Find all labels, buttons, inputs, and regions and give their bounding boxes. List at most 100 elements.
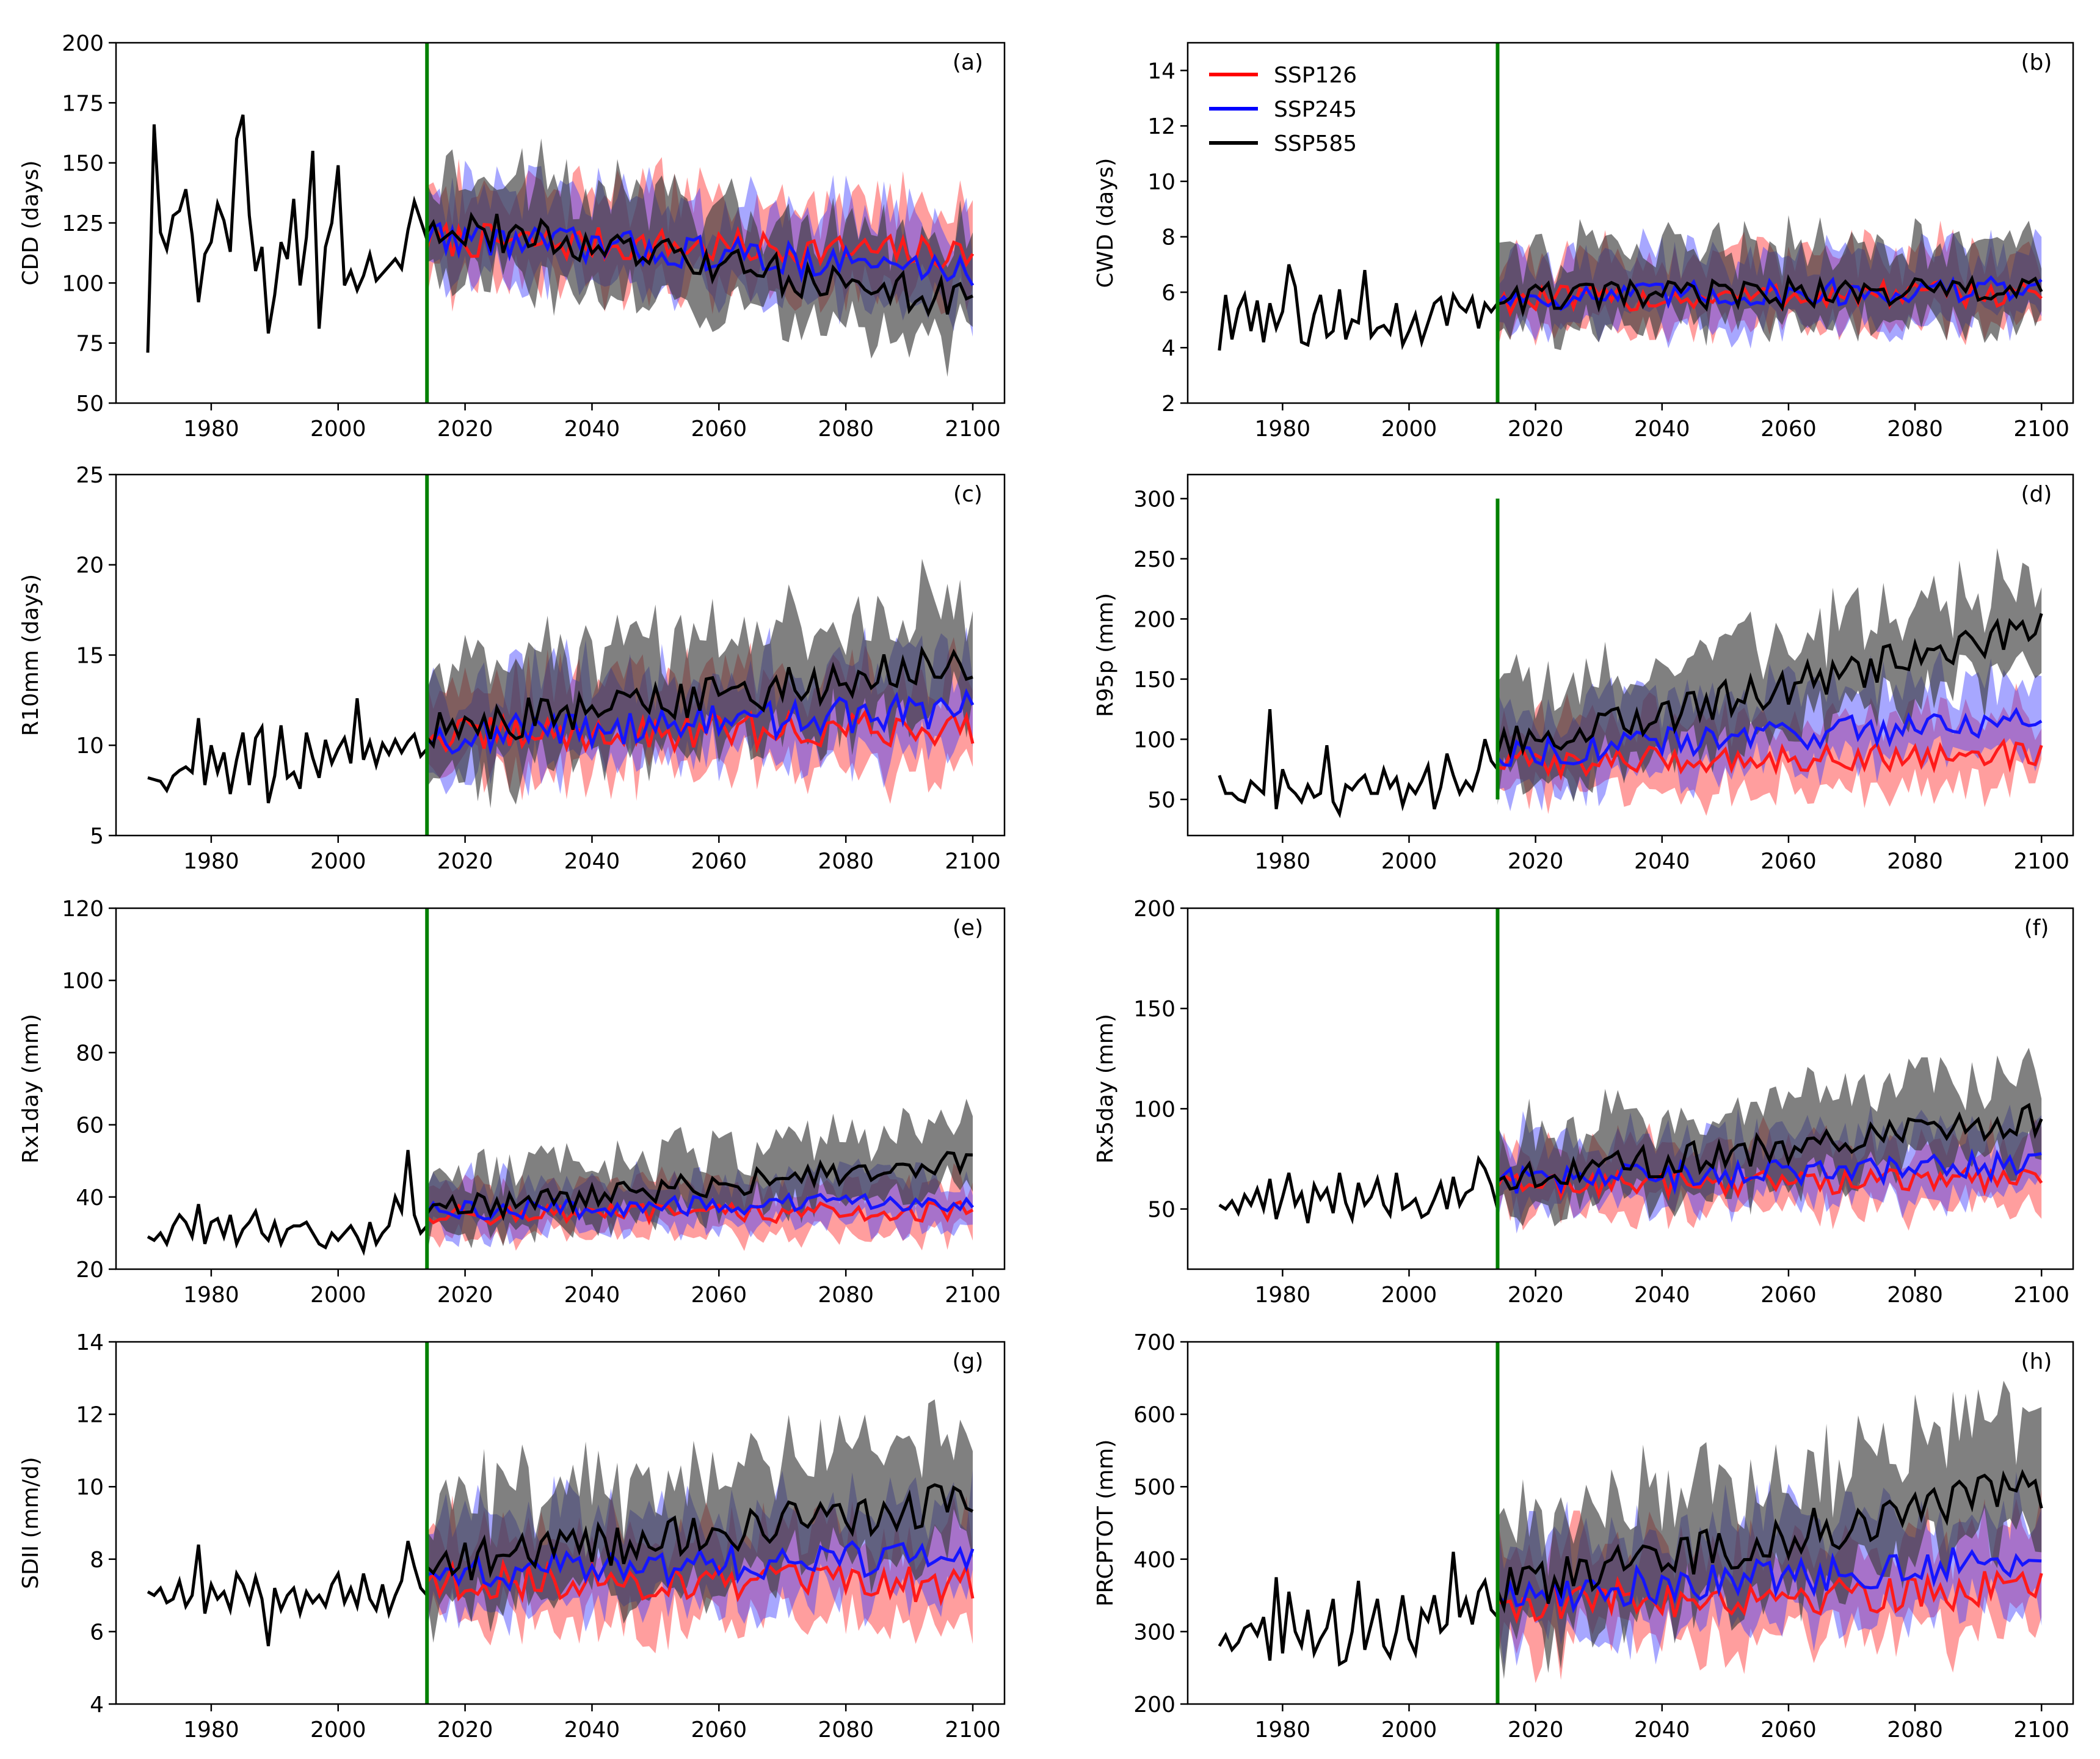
y-tick-label: 200 bbox=[62, 31, 104, 56]
y-tick-label: 150 bbox=[1133, 997, 1175, 1022]
plot-area bbox=[1218, 1380, 2043, 1683]
plot-area bbox=[1218, 548, 2043, 818]
band-ssp585 bbox=[427, 558, 973, 809]
y-tick-label: 200 bbox=[1133, 1692, 1175, 1717]
y-tick-label: 120 bbox=[62, 897, 104, 922]
panel-h: 200 300 400 500 600 700 1980 2000 2020 2040 2060 20… bbox=[1093, 1330, 2074, 1743]
x-tick-label: 1980 bbox=[1255, 1717, 1311, 1743]
y-tick-label: 80 bbox=[76, 1041, 104, 1066]
line-ssp126 bbox=[426, 708, 975, 754]
y-tick-label: 50 bbox=[1147, 788, 1175, 813]
y-tick-label: 6 bbox=[1161, 280, 1175, 305]
x-tick-label: 2000 bbox=[310, 417, 366, 442]
x-tick-label: 2000 bbox=[310, 1283, 366, 1308]
x-tick-label: 2060 bbox=[691, 417, 747, 442]
x-tick-label: 2100 bbox=[2013, 849, 2069, 874]
x-tick-label: 2100 bbox=[945, 849, 1001, 874]
x-tick-label: 2100 bbox=[2013, 417, 2069, 442]
y-axis-label: CWD (days) bbox=[1093, 158, 1118, 288]
y-tick-label: 400 bbox=[1133, 1548, 1175, 1573]
y-tick-label: 14 bbox=[1147, 59, 1175, 84]
y-axis-label: Rx5day (mm) bbox=[1093, 1014, 1118, 1164]
x-tick-label: 2000 bbox=[1381, 1283, 1437, 1308]
y-axis-label: R95p (mm) bbox=[1093, 593, 1118, 717]
line-ssp245 bbox=[1496, 1547, 2042, 1614]
panel-label: (h) bbox=[2021, 1349, 2052, 1374]
y-tick-label: 100 bbox=[1133, 727, 1175, 752]
x-tick-label: 2000 bbox=[310, 1717, 366, 1743]
line-ssp126 bbox=[1496, 1166, 2043, 1201]
x-tick-label: 1980 bbox=[183, 1283, 239, 1308]
y-tick-label: 125 bbox=[62, 211, 104, 236]
line-ssp245 bbox=[1496, 707, 2043, 767]
x-tick-label: 2000 bbox=[1381, 1717, 1437, 1743]
plot-area bbox=[147, 558, 975, 809]
y-axis-label: CDD (days) bbox=[18, 160, 43, 285]
y-tick-label: 200 bbox=[1133, 607, 1175, 632]
x-tick-label: 2040 bbox=[1634, 849, 1690, 874]
panel-c: 5 10 15 20 25 1980 2000 2020 2040 2060 2080 2100 R10… bbox=[18, 463, 1006, 874]
x-tick-label: 2020 bbox=[437, 849, 493, 874]
y-tick-label: 600 bbox=[1133, 1403, 1175, 1428]
legend-label-ssp126: SSP126 bbox=[1274, 63, 1357, 88]
line-ssp585 bbox=[426, 645, 973, 749]
y-tick-label: 5 bbox=[90, 824, 104, 849]
y-tick-label: 10 bbox=[76, 734, 104, 759]
line-historical bbox=[1218, 264, 1499, 351]
plot-frame bbox=[1186, 42, 2074, 404]
y-tick-label: 20 bbox=[76, 1258, 104, 1283]
panel-label: (e) bbox=[953, 916, 983, 941]
x-tick-label: 1980 bbox=[1255, 417, 1311, 442]
x-tick-label: 2100 bbox=[945, 1283, 1001, 1308]
line-ssp126 bbox=[426, 1200, 974, 1226]
line-historical bbox=[1218, 709, 1499, 818]
y-tick-label: 20 bbox=[76, 553, 104, 578]
band-ssp585 bbox=[427, 1399, 973, 1643]
x-tick-label: 2000 bbox=[1381, 417, 1437, 442]
x-tick-label: 2040 bbox=[564, 1717, 620, 1743]
line-historical bbox=[1218, 1154, 1499, 1225]
plot-area bbox=[1218, 1047, 2043, 1234]
panel-d: 50 100 150 200 250 300 1980 2000 2020 2040 2060 208… bbox=[1093, 473, 2074, 874]
y-tick-label: 10 bbox=[76, 1475, 104, 1500]
x-tick-label: 2060 bbox=[1760, 417, 1817, 442]
x-tick-label: 2080 bbox=[818, 849, 874, 874]
plot-area bbox=[147, 1399, 975, 1653]
line-historical bbox=[147, 698, 429, 804]
line-ssp585 bbox=[426, 211, 973, 318]
y-tick-label: 100 bbox=[1133, 1097, 1175, 1122]
y-tick-label: 200 bbox=[1133, 897, 1175, 922]
line-historical bbox=[147, 1540, 429, 1647]
x-tick-label: 2020 bbox=[1508, 849, 1564, 874]
panel-label: (d) bbox=[2021, 482, 2052, 507]
line-historical bbox=[146, 114, 429, 353]
y-tick-label: 75 bbox=[76, 332, 104, 357]
line-ssp585 bbox=[1497, 274, 2043, 318]
x-tick-label: 2080 bbox=[1887, 1283, 1943, 1308]
x-tick-label: 2100 bbox=[2013, 1717, 2069, 1743]
panel-label: (a) bbox=[953, 50, 983, 75]
x-tick-label: 2100 bbox=[2013, 1283, 2069, 1308]
x-tick-label: 2080 bbox=[818, 417, 874, 442]
y-tick-label: 500 bbox=[1133, 1475, 1175, 1500]
panel-label: (f) bbox=[2024, 916, 2049, 941]
y-tick-label: 8 bbox=[90, 1548, 104, 1573]
x-tick-label: 2080 bbox=[818, 1717, 874, 1743]
x-tick-label: 2060 bbox=[1760, 849, 1817, 874]
line-ssp585 bbox=[426, 1483, 974, 1581]
x-tick-label: 1980 bbox=[1255, 849, 1311, 874]
plot-frame bbox=[1186, 907, 2074, 1270]
panel-a: 50 75 100 125 150 175 200 1980 2000 2020 2040 2060 2… bbox=[18, 31, 1006, 442]
x-tick-label: 2020 bbox=[1508, 1283, 1564, 1308]
x-tick-label: 2080 bbox=[818, 1283, 874, 1308]
x-tick-label: 2060 bbox=[691, 1283, 747, 1308]
x-tick-label: 2060 bbox=[1760, 1283, 1817, 1308]
x-tick-label: 2020 bbox=[437, 417, 493, 442]
y-tick-label: 2 bbox=[1161, 391, 1175, 417]
plot-frame bbox=[1186, 473, 2074, 837]
x-tick-label: 2040 bbox=[564, 417, 620, 442]
y-tick-label: 14 bbox=[76, 1330, 104, 1355]
y-tick-label: 4 bbox=[1161, 336, 1175, 361]
panel-label: (c) bbox=[953, 482, 983, 507]
